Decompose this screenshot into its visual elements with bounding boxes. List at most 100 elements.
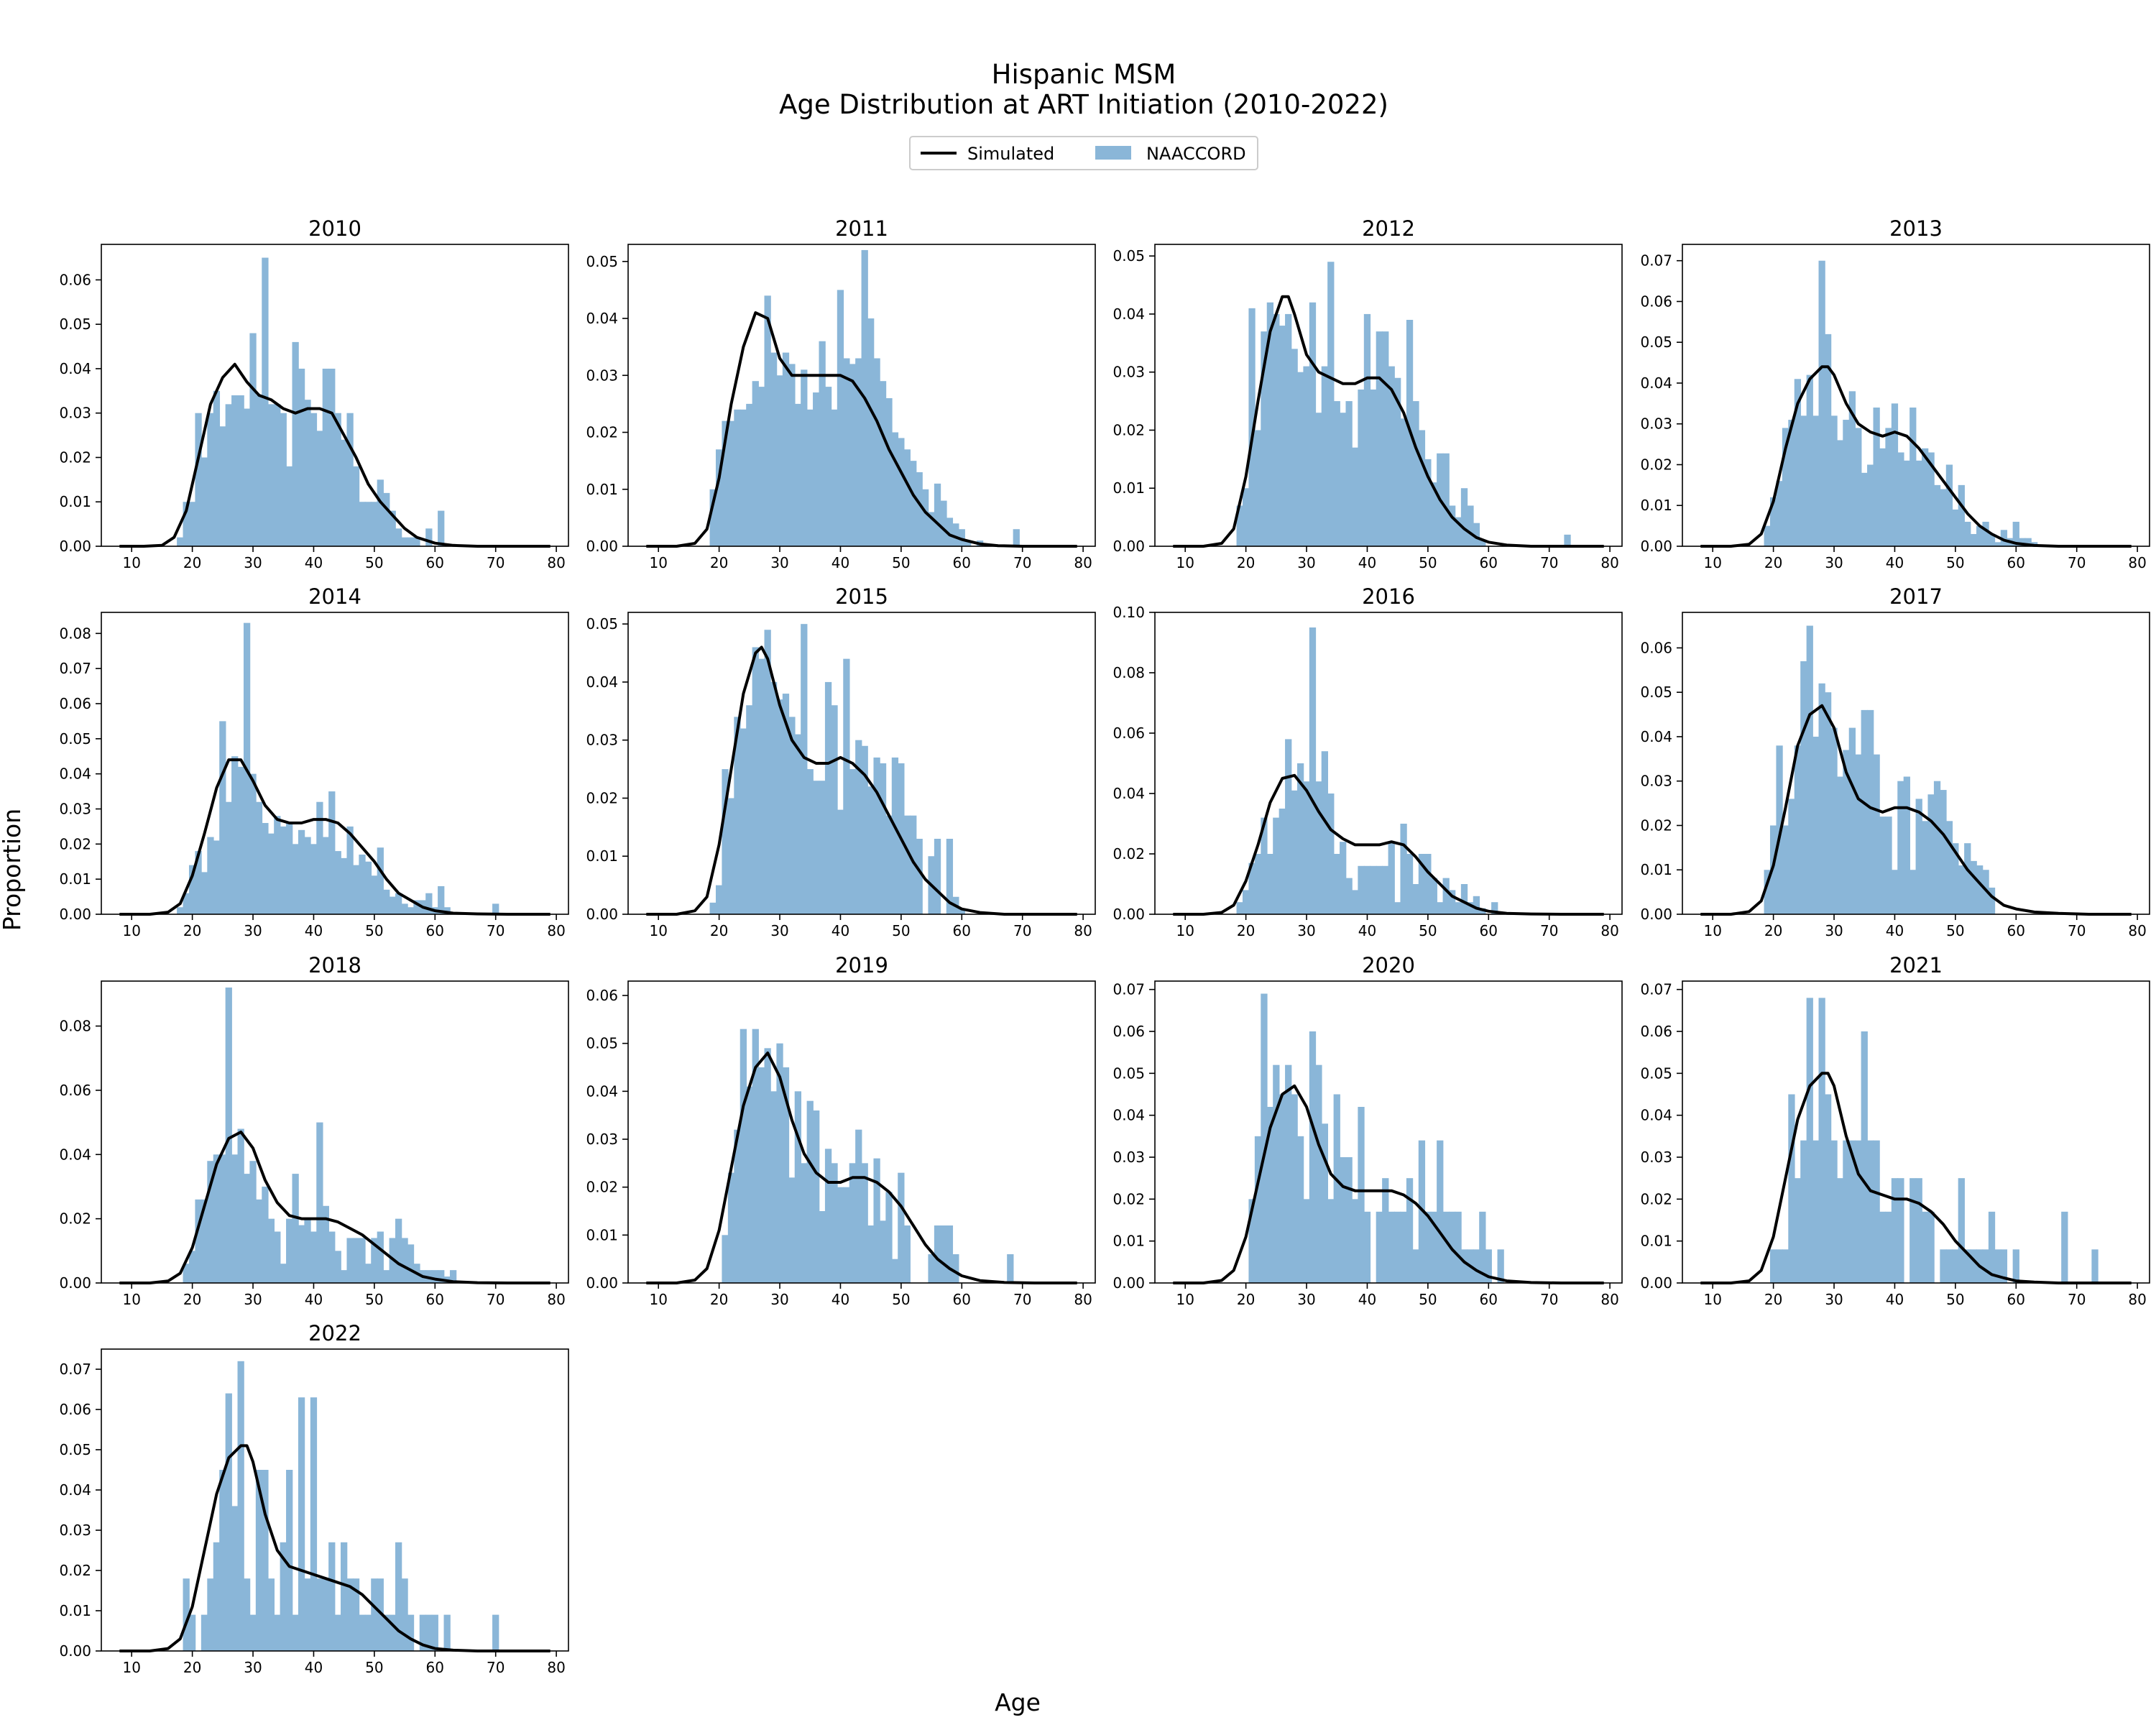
- y-tick-label: 0.08: [59, 1018, 91, 1035]
- x-tick-label: 20: [183, 554, 201, 571]
- hist-bar: [231, 1506, 239, 1651]
- hist-bar: [824, 681, 832, 914]
- hist-bar: [715, 885, 723, 914]
- hist-bar: [1273, 817, 1280, 914]
- hist-bar: [383, 1614, 390, 1651]
- hist-bar: [1933, 484, 1941, 546]
- hist-bar: [1351, 1199, 1359, 1283]
- hist-bar: [1315, 413, 1322, 546]
- x-tick-label: 40: [1358, 1291, 1376, 1308]
- hist-bar: [1497, 1249, 1504, 1283]
- hist-bar: [1879, 816, 1886, 914]
- hist-bar: [1400, 824, 1407, 914]
- y-tick-label: 0.06: [1640, 1023, 1672, 1040]
- y-tick-label: 0.03: [1640, 773, 1672, 790]
- hist-bar: [1418, 1140, 1426, 1283]
- hist-bar: [1945, 821, 1953, 914]
- hist-bar: [1861, 709, 1868, 914]
- hist-bar: [492, 1614, 499, 1651]
- hist-bar: [262, 1186, 269, 1283]
- hist-bar: [1782, 428, 1789, 546]
- hist-bar: [831, 705, 838, 914]
- x-tick-label: 80: [2128, 1291, 2146, 1308]
- hist-bar: [280, 1542, 287, 1651]
- hist-bar: [1303, 366, 1310, 546]
- x-tick-label: 70: [487, 922, 505, 939]
- hist-bar: [1412, 401, 1419, 546]
- hist-bar: [1382, 865, 1389, 914]
- hist-bar: [1952, 1249, 1959, 1283]
- hist-bar: [1479, 908, 1486, 914]
- hist-bar: [855, 1129, 862, 1283]
- hist-bar: [1909, 1178, 1917, 1283]
- x-tick-label: 80: [547, 922, 565, 939]
- hist-bar: [401, 1578, 408, 1651]
- hist-bar: [1460, 488, 1468, 546]
- hist-bar: [1418, 854, 1426, 914]
- hist-bar: [1909, 870, 1917, 914]
- hist-bar: [431, 1614, 438, 1651]
- hist-bar: [1248, 308, 1256, 546]
- hist-bar: [946, 518, 954, 546]
- y-tick-label: 0.00: [1640, 538, 1672, 555]
- hist-bar: [249, 1614, 257, 1651]
- hist-bar: [183, 1578, 190, 1651]
- hist-bar: [740, 409, 747, 546]
- y-tick-label: 0.01: [1640, 497, 1672, 514]
- hist-bar: [1867, 464, 1874, 546]
- hist-bar: [304, 1218, 311, 1283]
- hist-bar: [1982, 521, 1989, 546]
- x-tick-label: 20: [1764, 1291, 1782, 1308]
- y-tick-label: 0.00: [59, 1274, 91, 1292]
- hist-bar: [371, 1578, 378, 1651]
- hist-bar: [389, 896, 396, 914]
- hist-bar: [1376, 1211, 1383, 1283]
- y-tick-label: 0.05: [586, 1035, 618, 1052]
- hist-bar: [341, 857, 348, 914]
- hist-bar: [1897, 1178, 1904, 1283]
- hist-bar: [1903, 460, 1910, 546]
- panel-title: 2012: [1362, 216, 1415, 241]
- hist-bar: [2061, 1211, 2068, 1283]
- y-tick-label: 0.06: [1640, 293, 1672, 310]
- hist-bar: [364, 1264, 372, 1283]
- hist-bar: [1296, 763, 1304, 914]
- x-tick-label: 60: [426, 1291, 444, 1308]
- y-tick-label: 0.01: [1112, 479, 1145, 497]
- hist-bar: [1382, 331, 1389, 546]
- hist-bar: [1254, 1136, 1262, 1283]
- y-tick-label: 0.03: [1640, 1149, 1672, 1166]
- hist-bar: [267, 404, 275, 546]
- hist-bar: [1321, 1123, 1329, 1283]
- hist-bar: [794, 734, 802, 914]
- axes-frame: [101, 612, 569, 915]
- hist-bar: [1848, 727, 1856, 914]
- x-tick-label: 80: [1074, 922, 1092, 939]
- panel-2016: 2016 10 20 30 40 50 60 70 80 0.00 0.02 0.04 0.06 0.08…: [1112, 584, 1623, 939]
- x-tick-label: 20: [1237, 554, 1255, 571]
- hist-bar: [879, 763, 887, 914]
- hist-bar: [1891, 870, 1899, 914]
- y-tick-label: 0.00: [586, 1274, 618, 1292]
- hist-bar: [1236, 902, 1243, 914]
- hist-bar: [843, 658, 850, 914]
- hist-bar: [188, 502, 196, 546]
- hist-bar: [921, 489, 929, 546]
- hist-bar: [1988, 1211, 1996, 1283]
- hist-bar: [1776, 481, 1783, 546]
- hist-bar: [341, 439, 348, 546]
- hist-bar: [292, 341, 299, 546]
- x-tick-label: 70: [487, 554, 505, 571]
- hist-bar: [1794, 1178, 1802, 1283]
- axes-frame: [1682, 980, 2150, 1284]
- x-tick-label: 40: [305, 922, 323, 939]
- hist-bar: [1455, 902, 1462, 914]
- hist-bar: [262, 257, 269, 546]
- hist-bar: [341, 1542, 348, 1651]
- hist-bar: [231, 1154, 239, 1283]
- x-tick-label: 40: [305, 554, 323, 571]
- hist-bar: [249, 1161, 257, 1283]
- hist-bar: [237, 1361, 244, 1651]
- hist-bar: [788, 717, 796, 914]
